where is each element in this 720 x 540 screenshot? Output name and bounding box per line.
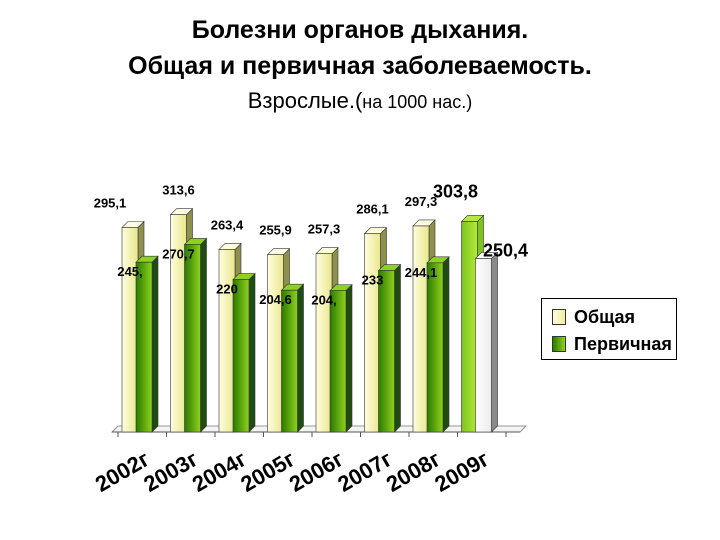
data-label-primary: 250,4 (483, 240, 528, 260)
title-line-3-units: на 1000 нас.) (362, 92, 473, 112)
data-label-primary: 270,7 (162, 246, 195, 261)
legend-swatch-primary (552, 336, 566, 352)
bar-primary-2002г (135, 255, 159, 433)
bar-primary-2005г (280, 283, 305, 433)
data-label-primary: 220 (216, 282, 238, 297)
x-tick-label: 2009г (430, 446, 493, 497)
bar-primary-2009г (474, 251, 499, 433)
data-label-primary: 233 (362, 273, 384, 288)
legend-label-primary: Первичная (574, 333, 672, 354)
legend-item-primary: Первичная (552, 332, 672, 356)
data-label-total: 295,1 (94, 195, 127, 210)
data-label-total: 257,3 (308, 222, 341, 237)
bar-primary-2004г (232, 272, 256, 433)
bar-primary-2003г (183, 237, 208, 433)
legend-swatch-total (552, 309, 566, 325)
bar-primary-2008г (426, 256, 450, 433)
legend: Общая Первичная (541, 298, 677, 360)
title-line-2: Общая и первичная заболеваемость. (128, 52, 592, 80)
bars (121, 207, 499, 433)
legend-label-total: Общая (574, 306, 636, 327)
title-line-1: Болезни органов дыхания. (191, 16, 529, 44)
title-line-3: Взрослые.(на 1000 нас.) (0, 84, 720, 119)
data-label-primary: 204, (311, 293, 336, 308)
data-label-primary: 204,6 (259, 292, 292, 307)
data-label-total: 263,4 (211, 217, 244, 232)
data-label-primary: 245, (117, 264, 142, 279)
chart-title: Болезни органов дыхания. Общая и первичн… (0, 12, 720, 119)
data-label-total: 297,3 (405, 194, 438, 209)
bar-primary-2006г (329, 283, 353, 433)
legend-item-total: Общая (552, 305, 635, 329)
data-labels: 295,1 245, 313,6 270,7 263,4 220 255,9 204,6 257… (94, 181, 528, 307)
data-label-total: 303,8 (433, 181, 478, 201)
bar-primary-2007г (377, 263, 402, 433)
data-label-primary: 244,1 (405, 265, 438, 280)
data-label-total: 313,6 (162, 183, 195, 198)
data-label-total: 255,9 (259, 223, 292, 238)
data-label-total: 286,1 (356, 202, 389, 217)
title-line-3-main: Взрослые.( (247, 88, 363, 113)
